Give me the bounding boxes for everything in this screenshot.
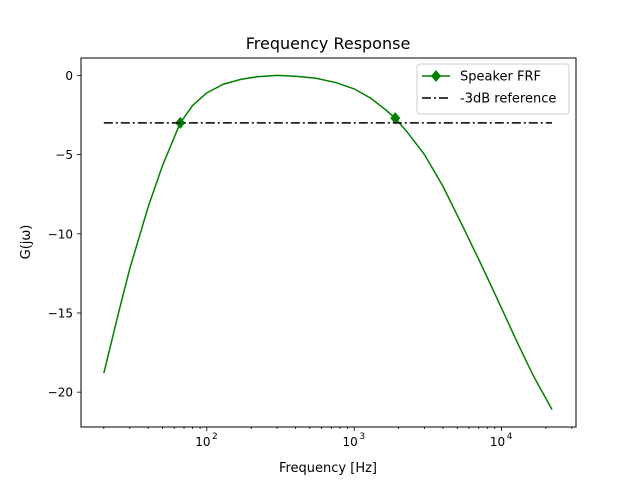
data-point-marker: [390, 112, 401, 125]
x-tick-label: 10: [195, 435, 210, 449]
x-tick-label-exponent: 4: [507, 432, 513, 442]
y-axis-label: G(jω): [19, 225, 34, 260]
y-tick-label: −20: [48, 386, 73, 400]
axes-frame: [80, 57, 577, 428]
x-axis-ticks: 10 2 10 3 10 4: [103, 427, 573, 449]
legend-box: [416, 63, 570, 115]
x-tick-label-exponent: 2: [212, 432, 218, 442]
y-tick-label: 0: [65, 69, 73, 83]
x-tick-label: 10: [343, 435, 358, 449]
legend-label-3db-reference: -3dB reference: [460, 92, 556, 107]
y-axis-ticks: 0 −5 −10 −15 −20: [48, 69, 81, 400]
legend-marker-speaker-frf: [431, 70, 441, 82]
x-tick-label-exponent: 3: [359, 432, 365, 442]
series-line-speaker-frf: [103, 74, 553, 410]
chart-title: Frequency Response: [246, 34, 411, 53]
plot-area: [103, 74, 553, 410]
legend-label-speaker-frf: Speaker FRF: [460, 70, 541, 85]
y-tick-label: −5: [55, 148, 73, 162]
y-tick-label: −10: [48, 227, 73, 241]
x-axis-label: Frequency [Hz]: [279, 461, 377, 476]
x-tick-label: 10: [490, 435, 505, 449]
legend: Speaker FRF -3dB reference: [416, 63, 570, 115]
y-tick-label: −15: [48, 306, 73, 320]
